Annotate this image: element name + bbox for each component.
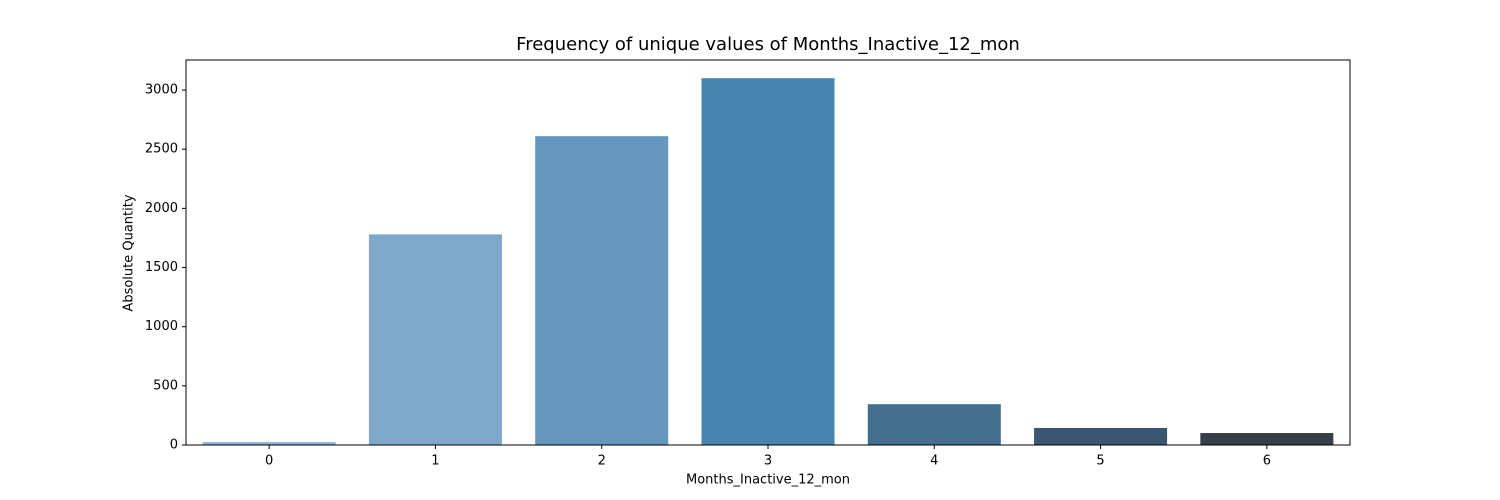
bar <box>701 78 835 446</box>
plot-frame <box>185 59 1351 446</box>
bar <box>1034 427 1168 445</box>
bar <box>1200 433 1334 445</box>
x-tick-label: 2 <box>598 454 606 469</box>
x-tick-label: 4 <box>930 454 938 469</box>
y-tick-label: 0 <box>170 438 178 453</box>
y-tick-label: 2000 <box>145 201 178 216</box>
x-tick-label: 5 <box>1096 454 1104 469</box>
y-tick-label: 1500 <box>145 260 178 275</box>
y-tick-label: 500 <box>153 378 178 393</box>
x-axis-label: Months_Inactive_12_mon <box>686 473 850 488</box>
bar <box>535 136 669 446</box>
bar <box>368 234 502 445</box>
bar <box>867 404 1001 445</box>
y-tick-label: 1000 <box>145 319 178 334</box>
bar <box>202 442 336 445</box>
y-axis-label: Absolute Quantity <box>122 194 137 311</box>
x-tick-label: 6 <box>1263 454 1271 469</box>
chart-title: Frequency of unique values of Months_Ina… <box>516 34 1020 55</box>
y-tick-label: 3000 <box>145 83 178 98</box>
x-tick-label: 0 <box>265 454 273 469</box>
x-tick-label: 3 <box>764 454 772 469</box>
y-tick-label: 2500 <box>145 142 178 157</box>
x-tick-label: 1 <box>431 454 439 469</box>
